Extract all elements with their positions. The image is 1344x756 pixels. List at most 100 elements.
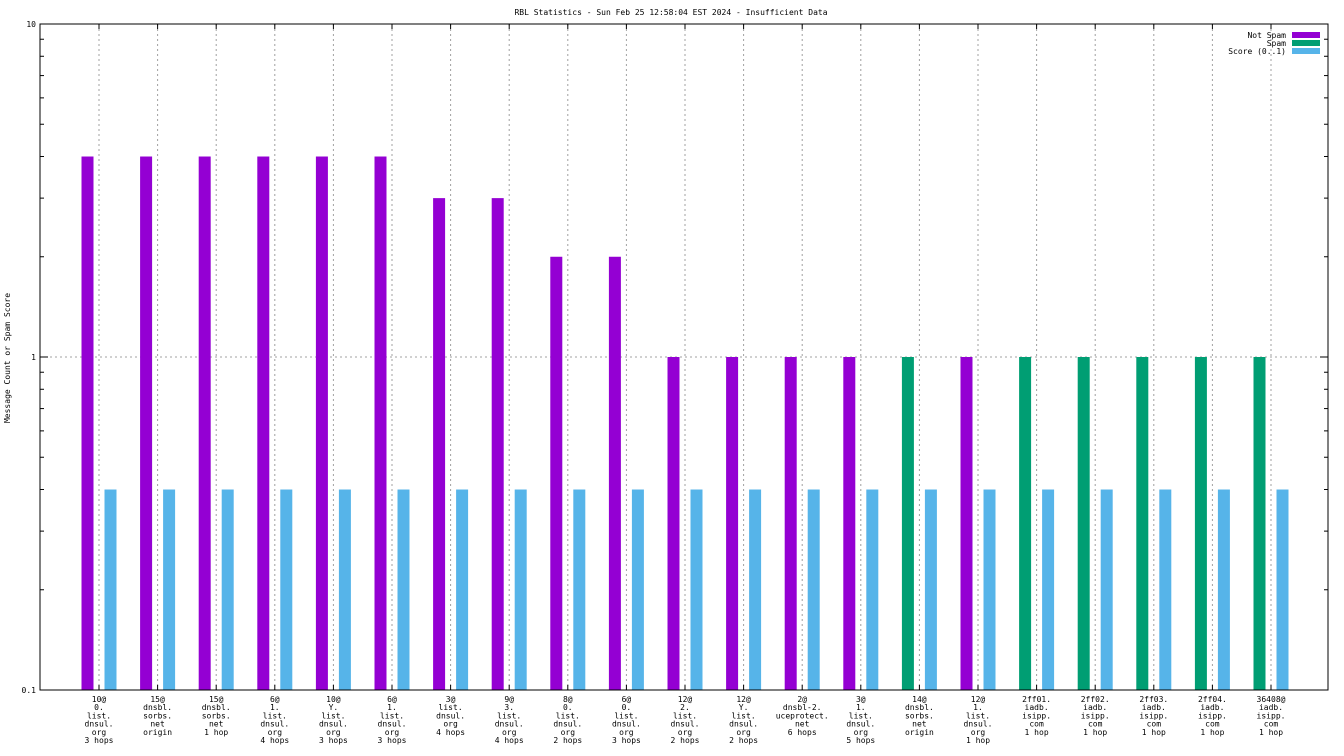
x-tick-label: 2ff02. iadb. isipp. com 1 hop [1081,695,1110,737]
bar-score-0-1 [221,489,234,690]
x-tick-label-line: org [92,728,107,737]
bar-not-spam [843,357,856,690]
x-tick-label-line: 3 hops [612,736,641,745]
x-tick-label-line: isipp. [1257,711,1286,720]
bar-score-0-1 [163,489,176,690]
x-tick-label-line: dnsul. [729,720,758,729]
x-tick-label-line: list. [263,711,287,720]
x-tick-label-line: origin [143,728,172,737]
x-tick-label-line: dnsul. [436,711,465,720]
x-tick-label-line: 1 hop [1259,728,1283,737]
x-tick-label-line: 0. [563,703,573,712]
x-tick-label-line: 1 hop [204,728,228,737]
x-tick-label-line: 0. [94,703,104,712]
x-tick-label-line: iadb. [1083,703,1107,712]
y-tick-label: 0.1 [22,686,37,695]
bar-not-spam [374,156,387,690]
x-tick-label: 2ff01. iadb. isipp. com 1 hop [1022,695,1051,737]
x-tick-label-line: 1 hop [1200,728,1224,737]
x-tick-label-line: iadb. [1200,703,1224,712]
bar-score-0-1 [397,489,410,690]
x-tick-label-line: dnsul. [495,720,524,729]
x-tick-label: 12@ 2. list. dnsul. org 2 hops [671,695,700,745]
bar-spam [1019,357,1032,690]
x-tick-label-line: com [1264,720,1279,729]
x-tick-label: 12@ Y. list. dnsul. org 2 hops [729,695,758,745]
x-tick-label-line: 10@ [92,695,107,704]
bar-not-spam [140,156,153,690]
bar-spam [1194,357,1207,690]
grid-lines [40,24,1328,690]
x-tick-label-line: dnsbl. [905,703,934,712]
x-tick-label: 9@ 3. list. dnsul. org 4 hops [495,695,524,745]
bar-score-0-1 [983,489,996,690]
x-tick-label-line: 12@ [736,695,751,704]
x-tick-label-line: 2ff03. [1139,695,1168,704]
x-tick-label-line: dnsul. [85,720,114,729]
x-tick-label-line: 3 hops [85,736,114,745]
bar-score-0-1 [749,489,762,690]
bar-score-0-1 [1100,489,1113,690]
x-tick-label-line: org [268,728,283,737]
bar-score-0-1 [1159,489,1172,690]
x-tick-label-line: sorbs. [143,711,172,720]
x-tick-label: 3@ 1. list. dnsul. org 5 hops [846,695,875,745]
bar-score-0-1 [573,489,586,690]
x-tick-label-line: 6 hops [788,728,817,737]
bars [81,156,1289,690]
x-tick-label-line: dnsul. [319,720,348,729]
bar-spam [1253,357,1266,690]
x-tick-label-line: 4 hops [260,736,289,745]
x-tick-label-line: org [971,728,986,737]
x-tick-label-line: isipp. [1139,711,1168,720]
x-tick-label-line: 15@ [209,695,224,704]
x-tick-label-line: org [854,728,869,737]
x-tick-label-line: 3. [504,703,514,712]
x-tick-label-line: list. [673,711,697,720]
x-tick-label-line: 5 hops [846,736,875,745]
x-tick-label-line: dnsul. [846,720,875,729]
x-tick-label-line: isipp. [1198,711,1227,720]
bar-score-0-1 [104,489,117,690]
bar-score-0-1 [690,489,703,690]
bar-spam [901,357,914,690]
x-tick-label-line: list. [966,711,990,720]
x-tick-label-line: 10@ [326,695,341,704]
x-tick-label-line: 1. [270,703,280,712]
y-tick-label: 1 [31,353,36,362]
x-tick-label-line: com [1147,720,1162,729]
bar-spam [1136,357,1149,690]
x-tick-label-line: 1. [973,703,983,712]
x-tick-label-line: net [795,720,810,729]
bar-score-0-1 [514,489,527,690]
x-tick-label-line: uceprotect. [776,711,829,720]
x-tick-label: 15@ dnsbl. sorbs. net origin [143,695,172,737]
x-tick-label-line: com [1029,720,1044,729]
x-tick-label-line: dnsul. [964,720,993,729]
bar-score-0-1 [631,489,644,690]
bar-score-0-1 [280,489,293,690]
x-tick-label-line: list. [497,711,521,720]
legend-label: Not Spam [1247,31,1286,40]
x-tick-label-line: dnsul. [553,720,582,729]
x-tick-label-line: 2 hops [729,736,758,745]
x-tick-label-line: 1 hop [1083,728,1107,737]
x-tick-label-line: 12@ [971,695,986,704]
x-tick-label: 15@ dnsbl. sorbs. net 1 hop [202,695,231,737]
bar-score-0-1 [866,489,879,690]
x-tick-label-line: dnsbl. [202,703,231,712]
x-tick-label-line: list. [380,711,404,720]
x-tick-label-line: 2ff02. [1081,695,1110,704]
x-tick-label-line: list. [556,711,580,720]
x-tick-label-line: dnsul. [612,720,641,729]
bar-score-0-1 [924,489,937,690]
x-tick-label: 10@ Y. list. dnsul. org 3 hops [319,695,348,745]
bar-not-spam [608,256,621,690]
x-tick-label-line: 36408@ [1257,695,1286,704]
x-tick-label: 6@ 1. list. dnsul. org 3 hops [378,695,407,745]
bar-not-spam [550,256,563,690]
x-tick-label-line: org [502,728,517,737]
x-tick-label-line: origin [905,728,934,737]
x-tick-label: 8@ 0. list. dnsul. org 2 hops [553,695,582,745]
